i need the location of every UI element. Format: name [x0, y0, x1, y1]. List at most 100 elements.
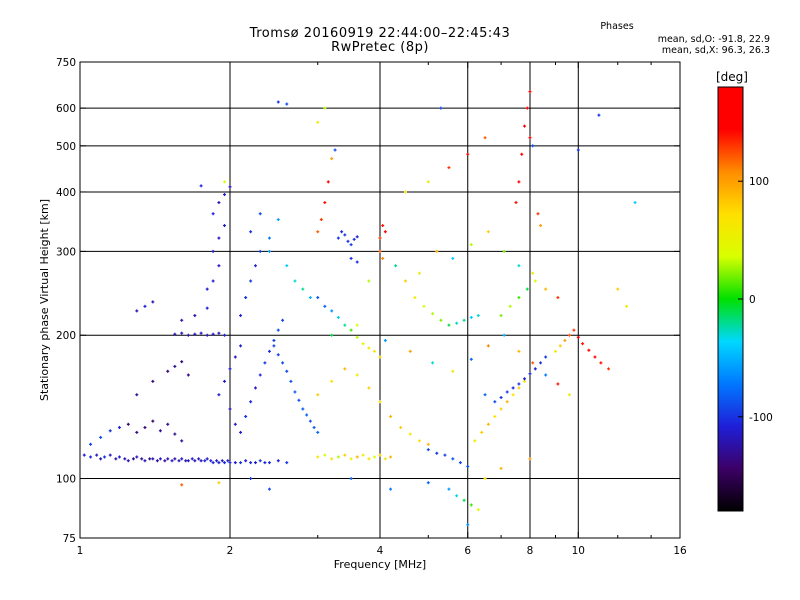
data-point — [220, 459, 224, 463]
data-point — [184, 459, 188, 463]
data-point — [228, 185, 232, 189]
data-point — [408, 349, 412, 353]
data-point — [544, 373, 548, 377]
data-point — [558, 344, 562, 348]
data-point — [469, 315, 473, 319]
data-point — [536, 212, 540, 216]
data-point — [523, 377, 527, 381]
data-point — [330, 457, 334, 461]
data-point — [383, 338, 387, 342]
data-point — [447, 166, 451, 170]
stats-x-line: mean, sd,X: 96.3, 26.3 — [662, 45, 770, 56]
data-point — [367, 386, 371, 390]
data-point — [239, 344, 243, 348]
data-point — [267, 249, 271, 253]
data-point — [326, 180, 330, 184]
y-tick-label: 100 — [56, 474, 76, 486]
stats-x-values: 96.3, 26.3 — [721, 45, 770, 56]
data-point — [151, 300, 155, 304]
data-point — [203, 459, 207, 463]
data-point — [483, 393, 487, 397]
data-point — [336, 455, 340, 459]
stats-o-label: mean, sd,O: — [657, 34, 716, 45]
chart-title: Tromsø 20160919 22:44:00–22:45:43 — [249, 26, 511, 41]
data-point — [117, 455, 121, 459]
data-point — [293, 390, 297, 394]
data-point — [473, 439, 477, 443]
data-point — [170, 459, 174, 463]
data-point — [151, 419, 155, 423]
x-tick-label: 4 — [377, 545, 384, 557]
data-point — [163, 459, 167, 463]
data-point — [143, 425, 147, 429]
stats-o-line: mean, sd,O: -91.8, 22.9 — [658, 34, 770, 45]
data-point — [439, 318, 443, 322]
data-point — [233, 355, 237, 359]
data-point — [383, 457, 387, 461]
data-point — [333, 148, 337, 152]
data-point — [597, 113, 601, 117]
data-point — [177, 459, 181, 463]
data-point — [253, 386, 257, 390]
data-point — [486, 422, 490, 426]
data-point — [528, 457, 532, 461]
data-point — [330, 157, 334, 161]
data-point — [272, 338, 276, 342]
data-point — [211, 279, 215, 283]
data-point — [567, 333, 571, 337]
data-point — [431, 312, 435, 316]
data-point — [403, 279, 407, 283]
data-point — [378, 249, 382, 253]
data-point — [616, 287, 620, 291]
data-point — [166, 422, 170, 426]
data-point — [451, 457, 455, 461]
data-point — [143, 304, 147, 308]
data-point — [417, 271, 421, 275]
data-point — [469, 357, 473, 361]
data-point — [217, 393, 221, 397]
data-point — [426, 442, 430, 446]
y-axis-label: Stationary phase Virtual Height [km] — [38, 199, 51, 401]
data-point — [135, 393, 139, 397]
data-point — [180, 318, 184, 322]
x-tick-label: 16 — [673, 545, 687, 557]
data-point — [151, 379, 155, 383]
data-point — [381, 256, 385, 260]
data-point — [355, 335, 359, 339]
data-point — [126, 459, 130, 463]
data-point — [258, 212, 262, 216]
data-point — [531, 361, 535, 365]
data-point — [249, 279, 253, 283]
scatter-points — [82, 90, 637, 527]
data-point — [511, 386, 515, 390]
data-point — [539, 361, 543, 365]
data-point — [126, 422, 130, 426]
data-point — [249, 400, 253, 404]
data-point — [435, 249, 439, 253]
y-tick-label: 500 — [56, 141, 76, 153]
data-point — [458, 461, 462, 465]
data-point — [258, 459, 262, 463]
data-point — [285, 461, 289, 465]
data-point — [367, 457, 371, 461]
data-point — [480, 430, 484, 434]
data-point — [378, 400, 382, 404]
data-point — [272, 344, 276, 348]
data-point — [190, 457, 194, 461]
data-point — [361, 453, 365, 457]
data-point — [352, 237, 356, 241]
data-point — [205, 457, 209, 461]
data-point — [447, 487, 451, 491]
data-point — [323, 106, 327, 110]
data-point — [525, 106, 529, 110]
data-point — [523, 379, 527, 383]
data-point — [95, 453, 99, 457]
data-point — [323, 304, 327, 308]
data-point — [305, 413, 309, 417]
data-point — [576, 148, 580, 152]
data-point — [217, 461, 221, 465]
data-point — [173, 432, 177, 436]
data-point — [281, 318, 285, 322]
data-point — [426, 448, 430, 452]
data-point — [89, 442, 93, 446]
